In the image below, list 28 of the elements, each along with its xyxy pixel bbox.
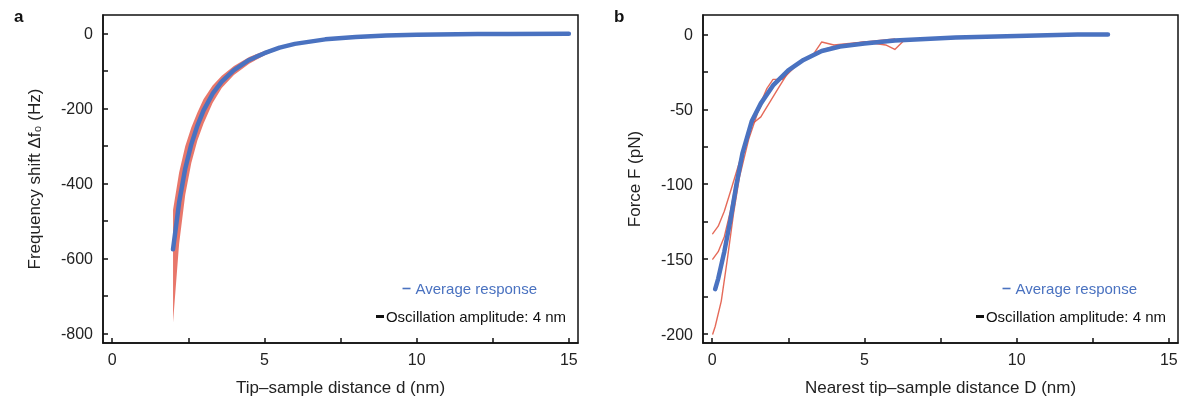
chart-title: b	[614, 7, 625, 26]
legend-label: Average response	[415, 280, 538, 297]
y-axis-title: Force F (pN)	[625, 130, 644, 228]
x-tick-label: 15	[559, 350, 578, 368]
y-tick-label: -150	[660, 250, 694, 268]
x-tick-label: 10	[1007, 350, 1026, 368]
y-tick-label: -200	[60, 100, 94, 118]
y-tick-label: 0	[84, 25, 94, 43]
x-tick-label: 5	[259, 350, 269, 368]
x-axis-title: Nearest tip–sample distance D (nm)	[804, 378, 1077, 397]
y-tick-label: -100	[660, 175, 694, 193]
y-tick-label: 0	[684, 25, 694, 43]
y-axis-title: Frequency shift Δf₀ (Hz)	[25, 88, 44, 270]
chart-title: a	[14, 7, 24, 26]
annotation: Oscillation amplitude: 4 nm	[385, 308, 566, 325]
x-tick-label: 15	[1159, 350, 1178, 368]
y-tick-label: -600	[60, 250, 94, 268]
x-tick-label: 5	[859, 350, 869, 368]
y-tick-label: -800	[60, 325, 94, 343]
annotation: Oscillation amplitude: 4 nm	[985, 308, 1166, 325]
x-tick-label: 10	[407, 350, 426, 368]
y-tick-label: -50	[669, 100, 694, 118]
x-tick-label: 0	[107, 350, 117, 368]
y-tick-label: -200	[660, 325, 694, 343]
y-tick-label: -400	[60, 175, 94, 193]
x-tick-label: 0	[707, 350, 717, 368]
legend-label: Average response	[1015, 280, 1138, 297]
x-axis-title: Tip–sample distance d (nm)	[235, 378, 446, 397]
